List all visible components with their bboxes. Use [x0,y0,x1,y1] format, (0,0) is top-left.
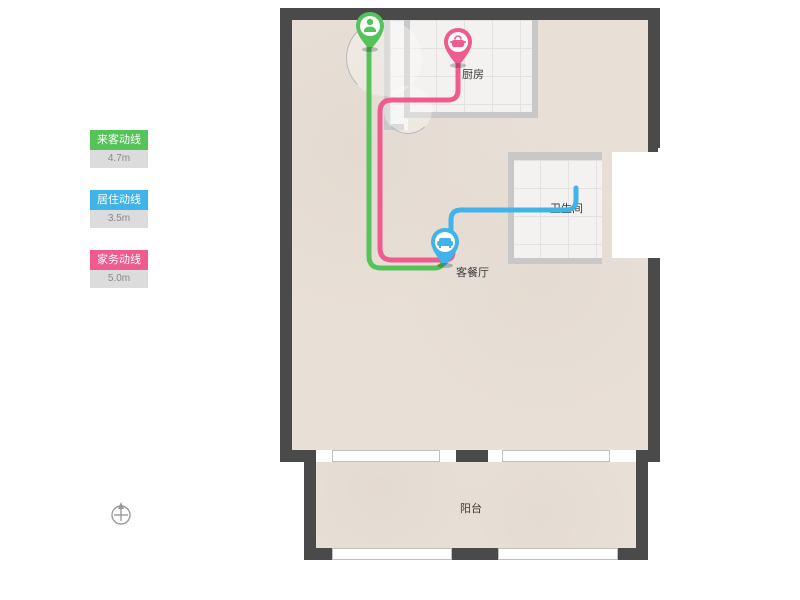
floorplan: 厨房 卫生间 客餐厅 阳台 [280,0,680,595]
legend: 来客动线 4.7m 居住动线 3.5m 家务动线 5.0m [90,130,148,310]
legend-item-housework: 家务动线 5.0m [90,250,148,288]
marker-entry [356,12,384,50]
legend-item-resident: 居住动线 3.5m [90,190,148,228]
compass-icon [108,500,134,526]
marker-living [431,228,459,266]
legend-label: 居住动线 [90,190,148,210]
legend-value: 4.7m [90,150,148,168]
legend-value: 5.0m [90,270,148,288]
label-balcony: 阳台 [460,500,482,516]
label-bathroom: 卫生间 [550,200,583,216]
legend-label: 来客动线 [90,130,148,150]
label-living: 客餐厅 [456,264,489,280]
legend-label: 家务动线 [90,250,148,270]
label-kitchen: 厨房 [462,66,484,82]
legend-value: 3.5m [90,210,148,228]
legend-item-visitor: 来客动线 4.7m [90,130,148,168]
marker-kitchen [444,28,472,66]
